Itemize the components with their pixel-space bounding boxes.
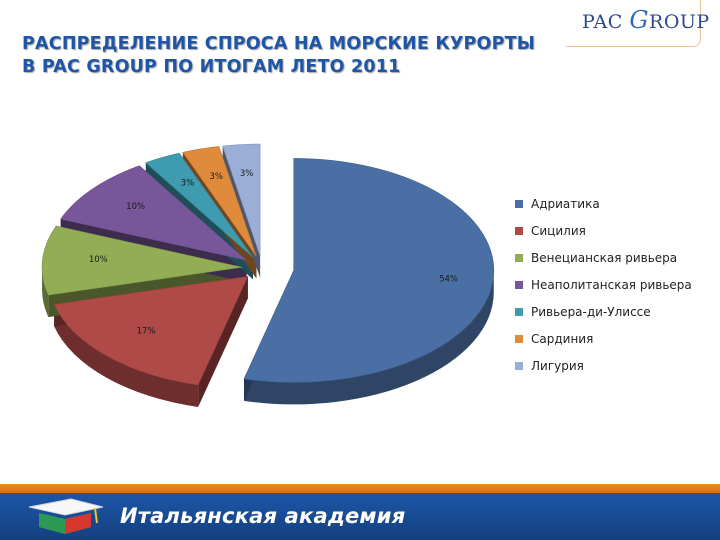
legend-item-4: Неаполитанская ривьера	[515, 271, 692, 298]
legend-swatch	[515, 334, 523, 343]
legend-item-6: Сардиния	[515, 325, 692, 352]
legend-swatch	[515, 307, 523, 316]
pie-chart: 54% 17% 10% 10% 3% 3% 3%	[41, 143, 495, 407]
legend-label: Сицилия	[531, 223, 586, 238]
pie-slice-side-2	[54, 304, 199, 407]
legend-item-1: Адриатика	[515, 190, 692, 217]
footer-brand: Итальянская академия	[120, 504, 406, 528]
footer-bar	[0, 493, 720, 540]
pie-slice-4	[60, 165, 247, 261]
legend-label: Адриатика	[531, 196, 600, 211]
data-label-5: 3%	[181, 178, 195, 188]
legend-label: Сардиния	[531, 331, 594, 346]
page-title: РАСПРЕДЕЛЕНИЕ СПРОСА НА МОРСКИЕ КУРОРТЫ …	[22, 33, 622, 79]
legend-swatch	[515, 199, 523, 208]
data-label-4: 10%	[126, 202, 145, 212]
legend-swatch	[515, 361, 523, 370]
graduation-cap-icon	[28, 498, 104, 534]
data-label-2: 17%	[137, 327, 156, 337]
pie-slice-2	[53, 276, 249, 386]
data-label-1: 54%	[439, 274, 458, 284]
pie-slice-6	[182, 146, 257, 257]
legend-swatch	[515, 280, 523, 289]
footer-stripe	[0, 484, 720, 493]
pie-slice-5	[145, 152, 254, 258]
legend-label: Венецианская ривьера	[531, 250, 678, 265]
legend-swatch	[515, 253, 523, 262]
chart-legend: Адриатика Сицилия Венецианская ривьера Неап…	[515, 190, 692, 379]
pie-slice-side-3	[42, 267, 49, 318]
title-line-2: В PAC GROUP ПО ИТОГАМ ЛЕТО 2011	[22, 57, 401, 77]
legend-label: Лигурия	[531, 358, 584, 373]
legend-item-2: Сицилия	[515, 217, 692, 244]
pie-slice-1	[243, 158, 495, 383]
data-label-7: 3%	[240, 169, 254, 179]
legend-item-5: Ривьера-ди-Улиссе	[515, 298, 692, 325]
title-line-1: РАСПРЕДЕЛЕНИЕ СПРОСА НА МОРСКИЕ КУРОРТЫ	[22, 34, 536, 54]
pie-slice-7	[222, 143, 261, 257]
data-label-3: 10%	[89, 255, 108, 265]
legend-label: Неаполитанская ривьера	[531, 277, 692, 292]
pie-slice-3	[41, 225, 243, 296]
legend-swatch	[515, 226, 523, 235]
legend-item-3: Венецианская ривьера	[515, 244, 692, 271]
pac-group-logo: PAC GROUP	[582, 6, 710, 34]
legend-label: Ривьера-ди-Улиссе	[531, 304, 651, 319]
logo-frame	[566, 0, 701, 47]
legend-item-7: Лигурия	[515, 352, 692, 379]
pie-slice-edge-2-0	[198, 276, 248, 407]
data-label-6: 3%	[209, 172, 223, 182]
pie-slice-side-1	[244, 270, 494, 405]
